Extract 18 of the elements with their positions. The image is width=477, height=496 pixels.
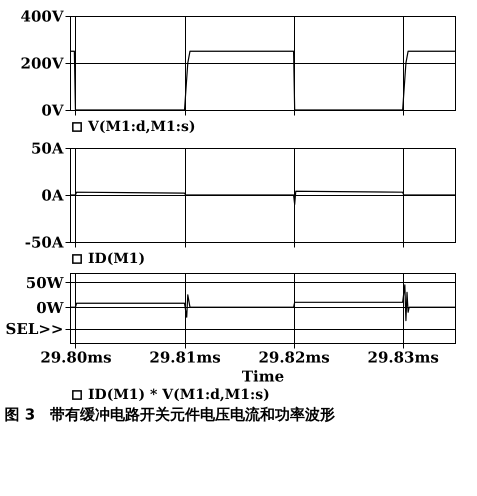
caption: 图 3 带有缓冲电路开关元件电压电流和功率波形 <box>4 406 336 424</box>
y-tick-label: SEL>> <box>6 320 64 338</box>
y-tick-label: -50A <box>24 234 64 252</box>
y-tick-label: 0A <box>41 186 64 204</box>
y-tick-label: 50W <box>26 274 65 292</box>
x-axis-title: Time <box>242 368 284 386</box>
y-tick-label: 200V <box>20 54 64 72</box>
legend-label: ID(M1) <box>88 251 146 267</box>
x-tick-label: 29.80ms <box>40 348 112 366</box>
x-tick-label: 29.83ms <box>368 348 439 366</box>
x-tick-label: 29.82ms <box>258 348 330 366</box>
x-tick-label: 29.81ms <box>149 348 221 366</box>
legend-label: ID(M1) * V(M1:d,M1:s) <box>88 387 270 403</box>
legend-label: V(M1:d,M1:s) <box>87 119 196 135</box>
y-tick-label: 0W <box>36 298 65 317</box>
y-tick-label: 50A <box>30 140 64 158</box>
y-tick-label: 0V <box>41 102 64 120</box>
y-tick-label: 400V <box>20 8 64 26</box>
